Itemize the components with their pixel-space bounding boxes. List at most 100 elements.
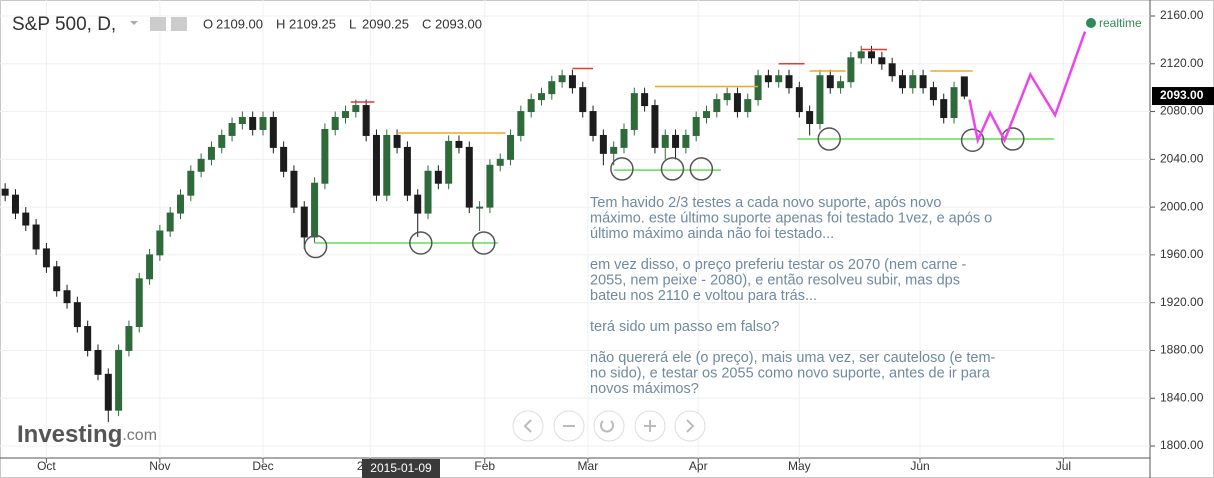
candle-body [383,134,391,196]
candle-body [63,290,71,304]
scroll-left-button[interactable] [512,410,544,442]
nav-icons [523,419,695,433]
y-tick-label: 1800.00 [1160,438,1204,452]
candle-body [568,75,576,89]
candle-body [527,99,535,113]
touch-circle [303,234,328,259]
candle-body [960,76,968,97]
candle-body [280,146,288,172]
candle-body [94,349,102,375]
candle-body [424,170,432,214]
x-tick-label: Jun [910,459,929,473]
x-tick-label: Nov [149,459,170,473]
candle-body [300,206,308,238]
candle-body [228,123,236,136]
candle-body [929,87,937,101]
crosshair-date-box [362,459,440,478]
candle-body [476,206,484,209]
x-tick-label: Dec [252,459,273,473]
y-tick-label: 2040.00 [1160,152,1204,166]
icon[interactable] [150,17,166,31]
candle-body [713,99,721,113]
candle-body [599,134,607,154]
candle-body [672,134,680,148]
y-tick-label: 2120.00 [1160,56,1204,70]
candle-body [744,99,752,113]
touch-circle [689,157,714,181]
ohlc-key: C [422,16,431,31]
candle-body [682,134,690,148]
candle-body [486,164,494,208]
candle-body [548,81,556,95]
candle-body [878,57,886,65]
x-tick-label: May [788,459,811,473]
candle-body [888,63,896,77]
candle-body [558,75,566,83]
candle-body [837,81,845,89]
candle-body [146,254,154,280]
touch-circle [1001,127,1025,151]
y-tick-label: 1840.00 [1160,390,1204,404]
reset-button[interactable] [593,410,625,442]
candle-body [197,158,205,172]
x-tick-label: Mar [578,459,599,473]
logo-suffix: .com [122,427,157,444]
annotation-line: último máximo ainda não foi testado... [590,226,834,242]
ohlc-value: 2093.00 [435,16,482,31]
candle-body [104,373,112,411]
candle-body [331,117,339,130]
candle-body [630,93,638,130]
y-tick-label: 2160.00 [1160,8,1204,22]
candle-body [166,212,174,232]
nav-buttons [512,410,706,442]
candle-body [723,93,731,101]
logo-main: Investing [17,421,122,448]
candle-body [218,134,226,148]
candle-body [785,75,793,89]
candle-body [311,182,319,238]
scroll-right-button[interactable] [674,410,706,442]
realtime-label: realtime [1099,16,1142,30]
annotation-line: no sido), e testar os 2055 como novo sup… [590,365,991,381]
candle-body [754,75,762,101]
annotation-line: 2055, nem peixe - 2080), e então resolve… [590,272,960,288]
candle-body [537,93,545,101]
candle-body [806,111,814,125]
annotation-line: em vez disso, o preço preferiu testar os… [590,257,967,273]
x-tick-label: Feb [474,459,495,473]
candle-body [579,87,587,113]
ohlc-key: O [203,16,213,31]
annotation-line: novos máximos? [590,381,699,397]
annotation-line: não quererá ele (o preço), mais uma vez,… [590,350,996,366]
candle-body [156,230,164,256]
candle-body [816,75,824,124]
y-tick-label: 1960.00 [1160,247,1204,261]
crosshair-date: 2015-01-09 [370,461,432,475]
candle-body [589,111,597,136]
last-price-tag [1152,87,1214,106]
candle-body [22,212,30,226]
candle-body [176,194,184,214]
candle-body [517,111,525,136]
candle-body [857,51,865,59]
candle-body [868,51,876,59]
logo: Investing.com [17,421,157,448]
candle-body [403,146,411,196]
touch-circle [610,157,634,181]
candle-body [238,117,246,125]
touch-circle [660,157,685,181]
touch-circle [817,127,841,151]
candle-body [53,266,61,292]
candle-body [187,170,195,196]
symbol: S&P 500, D, [12,14,116,35]
dropdown-icon[interactable] [130,21,138,25]
icon[interactable] [171,17,187,31]
candle-body [73,302,81,328]
y-tick-label: 1920.00 [1160,295,1204,309]
candle-body [115,349,123,411]
candle-body [269,117,277,148]
candle-body [847,57,855,83]
candle-body [84,326,92,351]
candle-body [434,170,442,184]
candle-body [940,99,948,119]
